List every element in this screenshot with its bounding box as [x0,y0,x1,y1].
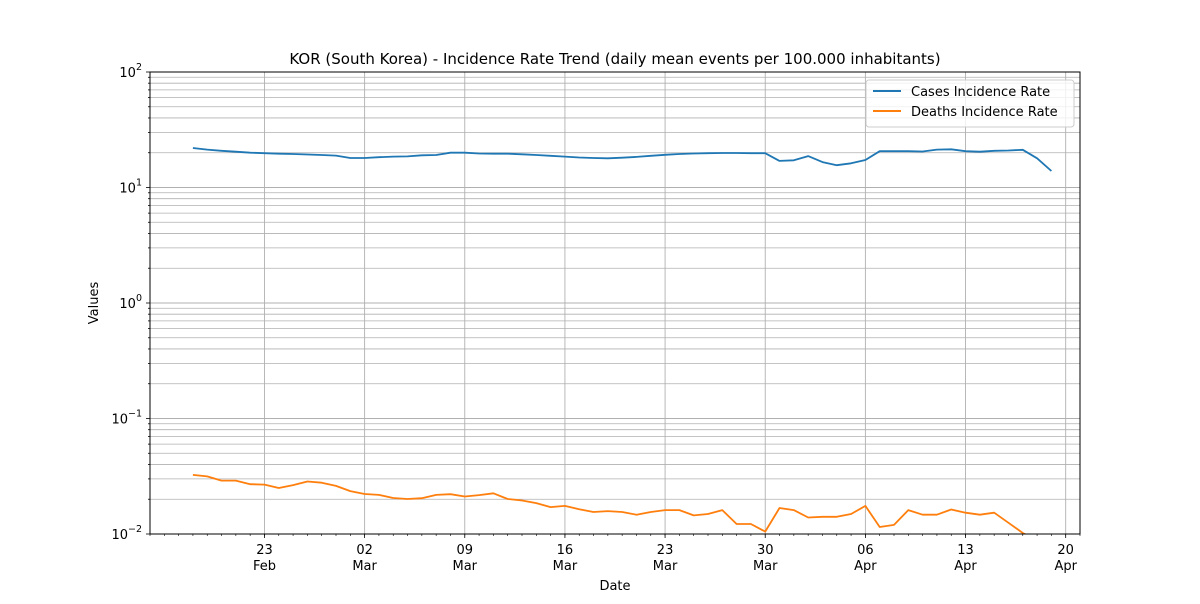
y-tick-label: 102 [119,62,142,81]
y-axis-label: Values [87,282,102,325]
x-tick-label-day: 23 [657,543,674,558]
x-tick-label-month: Apr [854,559,877,574]
x-tick-label-month: Mar [653,559,678,574]
y-tick-label-base: 10 [111,413,128,428]
x-tick-label-day: 02 [356,543,373,558]
grid [150,72,1080,535]
x-axis-label: Date [599,579,630,594]
y-tick-label-exponent: −1 [128,409,142,420]
series-line-cases [192,147,1052,172]
legend-box [865,79,1075,128]
legend-label-deaths: Deaths Incidence Rate [911,105,1058,120]
y-tick-label-exponent: 0 [136,293,142,304]
x-tick-label-month: Mar [753,559,778,574]
x-tick-label-month: Apr [1054,559,1077,574]
x-tick-label-day: 16 [557,543,574,558]
x-tick-label-month: Feb [253,559,276,574]
y-tick-label: 10−1 [111,409,142,428]
y-tick-label-exponent: −2 [128,524,142,535]
x-tick-label-day: 09 [456,543,473,558]
x-tick-label-month: Mar [553,559,578,574]
y-tick-label-exponent: 2 [136,62,142,73]
y-tick-label-exponent: 1 [136,178,142,189]
y-tick-label-base: 10 [119,66,136,81]
x-tick-label-day: 20 [1057,543,1074,558]
x-tick-label-day: 13 [957,543,974,558]
x-tick-label-day: 30 [757,543,774,558]
x-tick-label-month: Apr [954,559,977,574]
x-tick-label-day: 23 [256,543,273,558]
legend: Cases Incidence Rate Deaths Incidence Ra… [865,79,1075,128]
y-tick-label: 10−2 [111,524,142,543]
x-tick-label-day: 06 [857,543,874,558]
y-tick-label-base: 10 [111,528,128,543]
series-layer [192,147,1052,534]
x-axis: 23Feb02Mar09Mar16Mar23Mar30Mar06Apr13Apr… [149,534,1081,574]
x-tick-label-month: Mar [453,559,478,574]
chart-title: KOR (South Korea) - Incidence Rate Trend… [289,50,940,68]
x-tick-label-month: Mar [352,559,377,574]
y-tick-label-base: 10 [119,182,136,197]
y-tick-label: 101 [119,178,142,197]
legend-label-cases: Cases Incidence Rate [911,85,1050,100]
series-line-deaths [192,474,1027,534]
y-tick-label-base: 10 [119,297,136,312]
y-tick-label: 100 [119,293,142,312]
